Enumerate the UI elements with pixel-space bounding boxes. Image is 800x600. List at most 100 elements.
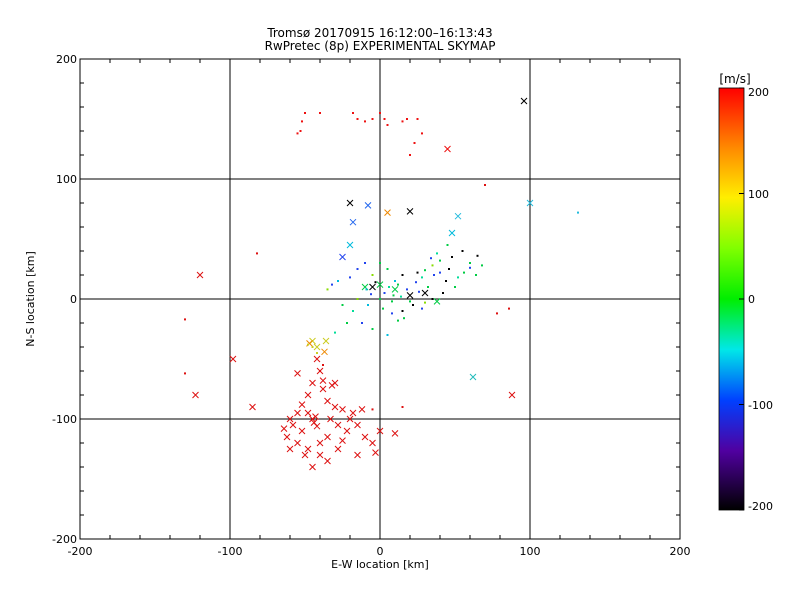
data-point-cross (316, 451, 324, 459)
data-point-cross (469, 373, 477, 381)
data-point-dot (341, 304, 344, 306)
y-tick-label: -200 (52, 533, 77, 546)
data-point-cross (324, 397, 331, 405)
data-point-dot (352, 310, 354, 312)
data-point-cross (406, 292, 414, 299)
data-point-cross (444, 145, 451, 153)
data-point-cross (309, 463, 316, 471)
data-point-dot (454, 286, 456, 288)
data-point-cross (376, 427, 384, 435)
data-point-dot (364, 120, 366, 123)
colorbar-tick-label: -200 (748, 500, 773, 513)
data-point-dot (386, 334, 389, 336)
data-point-dot (307, 343, 309, 346)
data-point-cross (343, 427, 351, 435)
data-point-cross (361, 433, 369, 441)
colorbar-gradient (718, 87, 745, 511)
data-point-dot (424, 269, 426, 272)
data-point-dot (184, 318, 186, 321)
data-point-dot (319, 112, 321, 114)
data-point-dot (371, 328, 374, 330)
x-axis-label: E-W location [km] (331, 558, 429, 571)
data-point-dot (401, 406, 404, 408)
data-point-dot (296, 132, 299, 135)
data-point-dot (367, 304, 369, 306)
data-point-dot (356, 118, 359, 120)
data-point-dot (391, 300, 393, 303)
data-point-dot (383, 118, 386, 120)
data-point-dot (415, 281, 417, 284)
plot-area (79, 58, 681, 540)
data-point-cross (298, 427, 306, 435)
data-point-cross (324, 433, 331, 441)
data-point-dot (433, 274, 435, 276)
data-point-cross (301, 451, 309, 459)
data-point-cross (313, 343, 321, 351)
data-point-dot (361, 322, 363, 324)
colorbar-tick-label: 0 (748, 293, 755, 306)
data-point-dot (334, 331, 336, 334)
data-point-cross (304, 445, 312, 453)
data-point-dot (409, 300, 411, 303)
data-point-dot (481, 264, 483, 267)
data-point-dot (448, 268, 450, 270)
data-point-dot (391, 312, 393, 315)
data-point-dot (397, 319, 399, 322)
data-point-dot (463, 271, 465, 274)
data-point-dot (371, 118, 374, 120)
data-point-cross (319, 377, 327, 384)
data-point-cross (286, 415, 294, 423)
data-point-cross (229, 355, 237, 363)
data-point-dot (413, 142, 416, 144)
data-point-dot (508, 307, 510, 310)
data-point-dot (316, 352, 318, 354)
data-point-cross (322, 337, 330, 345)
y-tick-label: 0 (70, 293, 77, 306)
data-point-dot (476, 254, 479, 257)
data-point-dot (184, 372, 186, 375)
data-point-dot (439, 259, 441, 262)
data-point-dot (445, 280, 447, 282)
data-point-dot (461, 250, 464, 252)
data-point-dot (431, 298, 434, 300)
data-point-cross (324, 457, 331, 465)
data-point-cross (294, 439, 301, 447)
data-point-dot (446, 244, 449, 246)
chart-subtitle: RwPretec (8p) EXPERIMENTAL SKYMAP (265, 39, 496, 53)
data-point-dot (364, 262, 366, 264)
data-point-cross (321, 348, 328, 356)
data-point-cross (346, 415, 354, 423)
data-point-dot (421, 132, 423, 135)
data-point-dot (299, 130, 302, 132)
data-point-cross (328, 382, 336, 389)
data-point-cross (391, 286, 399, 293)
data-point-dot (371, 274, 374, 276)
y-tick-labels: -200 -100 0 100 200 (52, 53, 77, 546)
data-point-cross (304, 391, 312, 399)
data-point-dot (386, 268, 389, 270)
data-point-dot (388, 286, 390, 288)
data-point-cross (334, 421, 342, 429)
y-tick-label: -100 (52, 413, 77, 426)
data-point-cross (294, 370, 301, 377)
data-point-cross (294, 409, 301, 417)
colorbar-label: [m/s] (719, 72, 750, 86)
data-point-cross (364, 202, 372, 209)
data-point-dot (442, 292, 444, 294)
y-tick-label: 100 (56, 173, 77, 186)
data-point-dot (469, 262, 471, 264)
data-point-dot (418, 290, 420, 293)
data-point-dot (322, 364, 324, 366)
y-tick-label: 200 (56, 53, 77, 66)
data-point-cross (433, 298, 441, 305)
chart-title: Tromsø 20170915 16:12:00–16:13:43 (266, 26, 492, 40)
data-point-dot (421, 276, 423, 279)
data-point-cross (316, 439, 324, 447)
data-point-dot (412, 304, 414, 306)
data-point-dot (401, 120, 404, 123)
data-point-dot (439, 271, 441, 274)
data-point-cross (346, 199, 354, 207)
data-point-dot (383, 292, 386, 294)
data-point-cross (349, 409, 357, 417)
